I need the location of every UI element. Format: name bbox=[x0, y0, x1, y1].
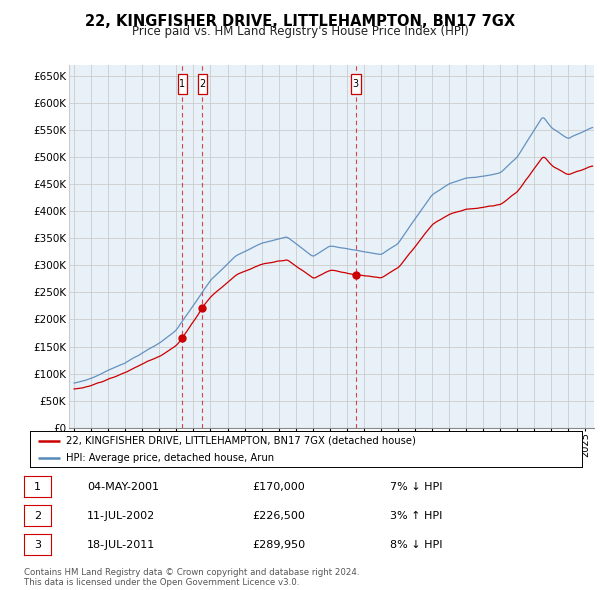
Text: 3% ↑ HPI: 3% ↑ HPI bbox=[390, 511, 442, 520]
Text: £289,950: £289,950 bbox=[252, 540, 305, 549]
Text: 1: 1 bbox=[179, 79, 185, 89]
FancyBboxPatch shape bbox=[351, 74, 361, 94]
Text: Contains HM Land Registry data © Crown copyright and database right 2024.
This d: Contains HM Land Registry data © Crown c… bbox=[24, 568, 359, 587]
Text: 2: 2 bbox=[199, 79, 206, 89]
Text: 11-JUL-2002: 11-JUL-2002 bbox=[87, 511, 155, 520]
Text: 3: 3 bbox=[353, 79, 359, 89]
Text: 22, KINGFISHER DRIVE, LITTLEHAMPTON, BN17 7GX (detached house): 22, KINGFISHER DRIVE, LITTLEHAMPTON, BN1… bbox=[66, 436, 416, 446]
Text: Price paid vs. HM Land Registry's House Price Index (HPI): Price paid vs. HM Land Registry's House … bbox=[131, 25, 469, 38]
Text: 3: 3 bbox=[34, 540, 41, 549]
Text: 1: 1 bbox=[34, 482, 41, 491]
Text: 7% ↓ HPI: 7% ↓ HPI bbox=[390, 482, 443, 491]
Text: £226,500: £226,500 bbox=[252, 511, 305, 520]
Text: HPI: Average price, detached house, Arun: HPI: Average price, detached house, Arun bbox=[66, 453, 274, 463]
Text: £170,000: £170,000 bbox=[252, 482, 305, 491]
Text: 8% ↓ HPI: 8% ↓ HPI bbox=[390, 540, 443, 549]
FancyBboxPatch shape bbox=[178, 74, 187, 94]
Text: 22, KINGFISHER DRIVE, LITTLEHAMPTON, BN17 7GX: 22, KINGFISHER DRIVE, LITTLEHAMPTON, BN1… bbox=[85, 14, 515, 28]
Text: 04-MAY-2001: 04-MAY-2001 bbox=[87, 482, 159, 491]
Text: 18-JUL-2011: 18-JUL-2011 bbox=[87, 540, 155, 549]
FancyBboxPatch shape bbox=[198, 74, 207, 94]
Text: 2: 2 bbox=[34, 511, 41, 520]
